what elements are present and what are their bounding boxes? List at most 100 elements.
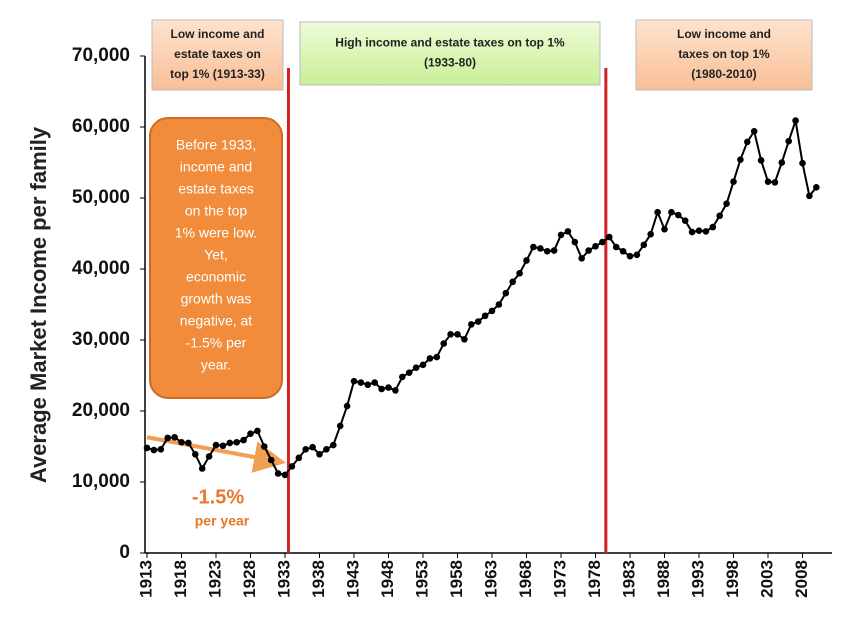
data-point — [295, 454, 303, 462]
note-text: growth was — [181, 291, 252, 307]
data-point — [750, 127, 758, 135]
y-tick-label: 40,000 — [72, 258, 130, 279]
data-point — [247, 430, 254, 438]
y-axis-label: Average Market Income per family — [26, 126, 51, 483]
x-tick-label: 1953 — [412, 560, 431, 598]
data-point — [571, 238, 579, 246]
data-point — [799, 159, 806, 167]
x-tick-label: 1928 — [240, 560, 259, 598]
data-point — [440, 340, 448, 347]
period-box — [635, 19, 813, 91]
data-point — [516, 269, 523, 277]
data-point — [426, 355, 434, 362]
y-tick-label: 60,000 — [72, 116, 130, 137]
data-point — [675, 211, 682, 219]
data-point — [702, 228, 710, 235]
y-tick-label: 70,000 — [72, 45, 130, 66]
note-text: income and — [180, 159, 252, 175]
x-tick-label: 1978 — [585, 560, 604, 598]
data-point — [309, 443, 316, 451]
data-point — [640, 241, 648, 249]
data-point — [785, 137, 792, 145]
data-point — [281, 471, 289, 479]
data-point — [537, 245, 544, 252]
data-point — [399, 373, 406, 381]
data-point — [254, 427, 261, 435]
data-point — [219, 442, 227, 450]
x-tick-label: 1958 — [447, 560, 466, 598]
x-tick-label: 1988 — [654, 560, 673, 598]
data-point — [599, 238, 606, 246]
note-text: Yet, — [204, 247, 228, 263]
data-point — [668, 208, 675, 216]
data-point — [419, 361, 427, 369]
x-tick-label: 1973 — [550, 560, 569, 598]
data-point — [178, 438, 185, 446]
data-point — [578, 255, 585, 262]
data-point — [357, 379, 365, 386]
data-point — [661, 225, 668, 233]
period-label: taxes on top 1% — [678, 47, 770, 61]
period-label: top 1% (1913-33) — [170, 67, 265, 81]
data-point — [171, 433, 178, 441]
data-point — [688, 228, 696, 236]
data-point — [212, 441, 220, 449]
data-point — [737, 156, 744, 163]
note-box — [149, 117, 283, 399]
period-label: Low income and — [170, 27, 264, 41]
data-point — [606, 233, 613, 241]
data-point — [240, 436, 247, 444]
x-tick-label: 1918 — [171, 560, 190, 598]
x-tick-label: 1983 — [619, 560, 638, 598]
data-point — [288, 463, 296, 470]
period-label: (1933-80) — [424, 56, 476, 70]
data-point — [778, 159, 786, 166]
period-label: (1980-2010) — [691, 67, 756, 81]
data-point — [481, 312, 489, 320]
period-label: Low income and — [677, 27, 771, 41]
data-point — [681, 217, 689, 225]
x-tick-label: 1923 — [205, 560, 224, 598]
data-point — [744, 138, 751, 146]
note-text: on the top — [185, 203, 247, 219]
data-point — [813, 184, 820, 191]
data-point — [585, 247, 592, 254]
data-point — [488, 307, 496, 315]
note-text: -1.5% per — [186, 335, 247, 351]
trend-value: -1.5% — [192, 486, 244, 508]
data-point — [592, 242, 599, 250]
data-point — [412, 364, 420, 371]
note-text: economic — [186, 269, 246, 285]
note-text: negative, at — [180, 313, 252, 329]
data-point — [757, 157, 765, 164]
data-point — [474, 318, 482, 325]
x-tick-label: 1913 — [136, 560, 155, 598]
data-point — [343, 402, 351, 410]
data-point — [330, 441, 337, 449]
data-point — [157, 446, 165, 453]
data-point — [792, 117, 799, 124]
data-point — [509, 278, 516, 286]
x-tick-label: 2008 — [792, 560, 811, 598]
data-point — [647, 230, 654, 238]
data-point — [468, 321, 475, 328]
data-point — [233, 438, 240, 446]
note-text: Before 1933, — [176, 137, 256, 153]
period-box — [151, 19, 284, 91]
data-point — [192, 451, 199, 458]
data-point — [723, 200, 730, 207]
data-point — [261, 443, 268, 450]
data-point — [557, 231, 565, 239]
data-point — [185, 439, 192, 447]
data-point — [316, 451, 323, 458]
data-point — [336, 422, 344, 430]
y-tick-label: 50,000 — [72, 187, 130, 208]
period-label: High income and estate taxes on top 1% — [335, 36, 565, 50]
trend-unit: per year — [195, 513, 250, 529]
data-point — [433, 353, 441, 361]
data-point — [523, 257, 530, 264]
period-box — [299, 21, 601, 86]
data-point — [267, 456, 275, 464]
x-tick-label: 2003 — [757, 560, 776, 598]
data-point — [164, 434, 171, 442]
